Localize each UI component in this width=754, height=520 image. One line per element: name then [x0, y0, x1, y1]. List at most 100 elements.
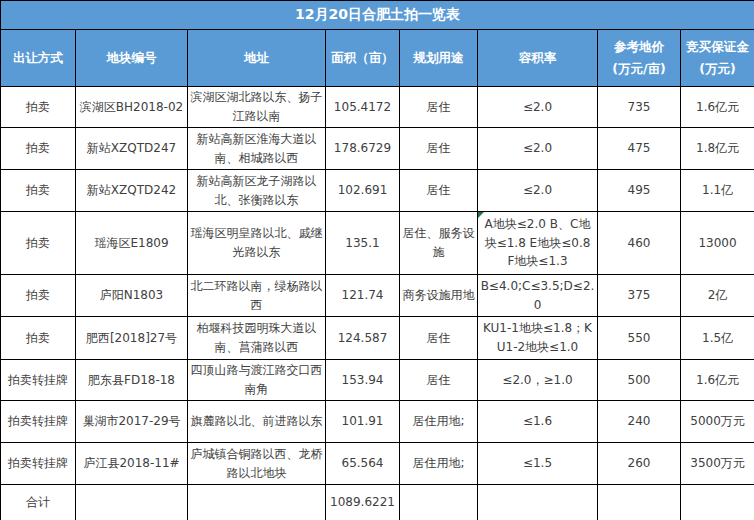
- table-cell: 商务设施用地: [400, 275, 478, 317]
- table-cell: 102.691: [326, 170, 400, 212]
- table-cell: [478, 485, 598, 520]
- table-cell: 拍卖转挂牌: [1, 401, 76, 443]
- table-cell: 新站XZQTD242: [76, 170, 188, 212]
- table-cell: 居住、服务设施: [400, 212, 478, 275]
- table-row: 拍卖新站XZQTD247新站高新区淮海大道以南、相城路以西178.6729居住≤…: [1, 128, 754, 170]
- table-cell: 居住: [400, 317, 478, 360]
- table-row: 拍卖肥西[2018]27号柏堰科技园明珠大道以南、菖蒲路以西124.587居住K…: [1, 317, 754, 360]
- table-cell: 495: [598, 170, 681, 212]
- table-row: 拍卖转挂牌肥东县FD18-18四顶山路与渡江路交口西南角153.94居住≤2.0…: [1, 360, 754, 401]
- table-cell: 735: [598, 87, 681, 128]
- column-header-plot-ratio: 容积率: [478, 30, 598, 87]
- table-cell: 13000: [681, 212, 754, 275]
- table-cell: 2亿: [681, 275, 754, 317]
- table-cell: 460: [598, 212, 681, 275]
- table-cell: 1.6亿元: [681, 87, 754, 128]
- table-cell: 居住用地;: [400, 401, 478, 443]
- table-cell: A地块≤2.0 B、C地块≤1.8 E地块≤0.8 F地块≤1.3: [478, 212, 598, 275]
- table-cell: 拍卖: [1, 212, 76, 275]
- column-header-bid-deposit: 竞买保证金 (万元): [681, 30, 754, 87]
- table-cell: 四顶山路与渡江路交口西南角: [188, 360, 326, 401]
- table-cell: 240: [598, 401, 681, 443]
- table-cell: 拍卖: [1, 87, 76, 128]
- table-cell: 65.564: [326, 443, 400, 485]
- table-cell: 101.91: [326, 401, 400, 443]
- table-cell: 庐阳N1803: [76, 275, 188, 317]
- table-cell: 3500万元: [681, 443, 754, 485]
- table-cell: 375: [598, 275, 681, 317]
- table-cell: 肥东县FD18-18: [76, 360, 188, 401]
- table-cell: 拍卖转挂牌: [1, 360, 76, 401]
- table-cell: 新站XZQTD247: [76, 128, 188, 170]
- table-cell: 拍卖: [1, 128, 76, 170]
- table-cell: [598, 485, 681, 520]
- table-cell: 178.6729: [326, 128, 400, 170]
- table-cell: 庐江县2018-11#: [76, 443, 188, 485]
- land-auction-table: 12月20日合肥土拍一览表 出让方式 地块编号 地址 面积（亩） 规划用途 容积…: [0, 0, 754, 520]
- table-cell: [188, 485, 326, 520]
- table-cell: ≤1.6: [478, 401, 598, 443]
- table-cell: ≤2.0: [478, 87, 598, 128]
- table-cell: 5000万元: [681, 401, 754, 443]
- table-title-row: 12月20日合肥土拍一览表: [1, 1, 754, 30]
- table-row: 拍卖新站XZQTD242新站高新区龙子湖路以北、张衡路以东102.691居住≤2…: [1, 170, 754, 212]
- column-header-planned-use: 规划用途: [400, 30, 478, 87]
- table-cell: 124.587: [326, 317, 400, 360]
- table-cell: 1.8亿元: [681, 128, 754, 170]
- table-row: 拍卖瑶海区E1809瑶海区明皇路以北、戚继光路以东135.1居住、服务设施A地块…: [1, 212, 754, 275]
- column-header-transfer-method: 出让方式: [1, 30, 76, 87]
- table-cell: 550: [598, 317, 681, 360]
- table-cell: 135.1: [326, 212, 400, 275]
- table-row: 拍卖转挂牌庐江县2018-11#庐城镇合铜路以西、龙桥路以北地块65.564居住…: [1, 443, 754, 485]
- cell-error-marker-icon: [478, 212, 484, 218]
- table-cell: 153.94: [326, 360, 400, 401]
- table-cell: [400, 485, 478, 520]
- table-cell: 拍卖: [1, 317, 76, 360]
- table-cell: 滨湖区BH2018-02: [76, 87, 188, 128]
- table-cell: 居住: [400, 128, 478, 170]
- table-cell: 居住用地;: [400, 443, 478, 485]
- table-cell: 105.4172: [326, 87, 400, 128]
- table-cell: 庐城镇合铜路以西、龙桥路以北地块: [188, 443, 326, 485]
- column-header-address: 地址: [188, 30, 326, 87]
- table-cell: 合计: [1, 485, 76, 520]
- table-cell: 拍卖: [1, 275, 76, 317]
- table-row: 拍卖滨湖区BH2018-02滨湖区湖北路以东、扬子江路以南105.4172居住≤…: [1, 87, 754, 128]
- table-cell: 肥西[2018]27号: [76, 317, 188, 360]
- table-cell: 拍卖: [1, 170, 76, 212]
- table-row: 拍卖庐阳N1803北二环路以南，绿杨路以西121.74商务设施用地B≤4.0;C…: [1, 275, 754, 317]
- table-cell: 巢湖市2017-29号: [76, 401, 188, 443]
- table-cell: 1.5亿: [681, 317, 754, 360]
- table-cell: 1.6亿元: [681, 360, 754, 401]
- table-row: 拍卖转挂牌巢湖市2017-29号旗麓路以北、前进路以东101.91居住用地;≤1…: [1, 401, 754, 443]
- table-cell: 旗麓路以北、前进路以东: [188, 401, 326, 443]
- table-cell: 瑶海区E1809: [76, 212, 188, 275]
- table-cell: ≤2.0: [478, 170, 598, 212]
- table-cell: 1.1亿: [681, 170, 754, 212]
- table-cell: B≤4.0;C≤3.5;D≤2.0: [478, 275, 598, 317]
- column-header-area: 面积（亩）: [326, 30, 400, 87]
- column-header-reference-price: 参考地价 (万元/亩): [598, 30, 681, 87]
- table-total-row: 合计 1089.6221: [1, 485, 754, 520]
- table-cell: 柏堰科技园明珠大道以南、菖蒲路以西: [188, 317, 326, 360]
- table-cell: 新站高新区淮海大道以南、相城路以西: [188, 128, 326, 170]
- table-cell: 新站高新区龙子湖路以北、张衡路以东: [188, 170, 326, 212]
- table-header-row: 出让方式 地块编号 地址 面积（亩） 规划用途 容积率 参考地价 (万元/亩) …: [1, 30, 754, 87]
- table-cell: [76, 485, 188, 520]
- table-cell: KU1-1地块≤1.8；KU1-2地块≤1.0: [478, 317, 598, 360]
- table-cell: 1089.6221: [326, 485, 400, 520]
- table-cell: 260: [598, 443, 681, 485]
- table-cell: 500: [598, 360, 681, 401]
- table-cell: 居住: [400, 87, 478, 128]
- table-cell: 北二环路以南，绿杨路以西: [188, 275, 326, 317]
- table-cell: 121.74: [326, 275, 400, 317]
- table-title: 12月20日合肥土拍一览表: [1, 1, 754, 30]
- table-cell: 居住: [400, 360, 478, 401]
- table-cell: [681, 485, 754, 520]
- table-cell: ≤2.0，≥1.0: [478, 360, 598, 401]
- table-cell: 拍卖转挂牌: [1, 443, 76, 485]
- table-cell: 居住: [400, 170, 478, 212]
- column-header-plot-number: 地块编号: [76, 30, 188, 87]
- table-body: 拍卖滨湖区BH2018-02滨湖区湖北路以东、扬子江路以南105.4172居住≤…: [1, 87, 754, 520]
- table-cell: ≤1.5: [478, 443, 598, 485]
